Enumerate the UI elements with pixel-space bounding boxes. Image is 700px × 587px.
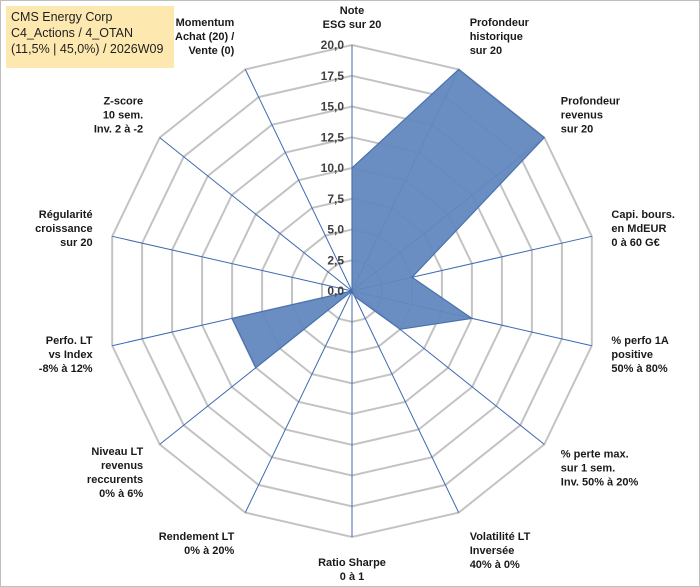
axis-spoke — [112, 235, 353, 292]
axis-label: Profondeur historique sur 20 — [470, 17, 530, 57]
series-area — [231, 68, 546, 369]
axis-label: Profondeur revenus sur 20 — [561, 96, 621, 136]
radar-series — [231, 68, 546, 369]
company-name: CMS Energy Corp — [11, 10, 113, 24]
axis-label: Volatilité LT Inversée 40% à 0% — [470, 531, 531, 571]
axis-spoke — [351, 290, 460, 513]
portfolio-category: C4_Actions / 4_OTAN — [11, 26, 134, 40]
axis-label: Capi. bours. en MdEUR 0 à 60 G€ — [611, 209, 675, 249]
radar-tick-labels: 0,0 2,5 5,0 7,5 10,0 12,5 15,0 17,5 20,0 — [321, 38, 345, 298]
tick-label: 12,5 — [321, 130, 345, 144]
axis-label: Niveau LT revenus reccurents 0% à 6% — [87, 446, 144, 500]
score-summary: (11,5% | 45,0%) / 2026W09 — [11, 42, 164, 56]
axis-label: Momentum Achat (20) / Vente (0) — [175, 17, 235, 57]
axis-label: % perfo 1A positive 50% à 80% — [611, 335, 669, 375]
tick-label: 2,5 — [327, 253, 344, 267]
axis-label: Régularité croissance sur 20 — [35, 209, 92, 249]
tick-label: 15,0 — [321, 100, 345, 114]
axis-spoke — [244, 290, 353, 513]
tick-label: 5,0 — [327, 223, 344, 237]
axis-label: % perte max. sur 1 sem. Inv. 50% à 20% — [561, 448, 639, 488]
axis-label: Rendement LT 0% à 20% — [159, 531, 235, 557]
tick-label: 10,0 — [321, 161, 345, 175]
tick-label: 17,5 — [321, 69, 345, 83]
axis-label: Ratio Sharpe 0 à 1 — [318, 557, 386, 583]
axis-spoke — [159, 137, 353, 292]
tick-label: 0,0 — [327, 284, 344, 298]
tick-label: 7,5 — [327, 192, 344, 206]
radar-axis-labels: Note ESG sur 20 Profondeur historique sur 20… — [35, 5, 675, 583]
axis-label: Perfo. LT vs Index -8% à 12% — [39, 335, 94, 375]
chart-title-box: CMS Energy Corp C4_Actions / 4_OTAN (11,… — [6, 6, 174, 68]
tick-label: 20,0 — [321, 38, 345, 52]
axis-spoke — [244, 69, 353, 292]
axis-label: Note ESG sur 20 — [323, 5, 382, 31]
axis-label: Z-score 10 sem. Inv. 2 à -2 — [94, 96, 143, 136]
